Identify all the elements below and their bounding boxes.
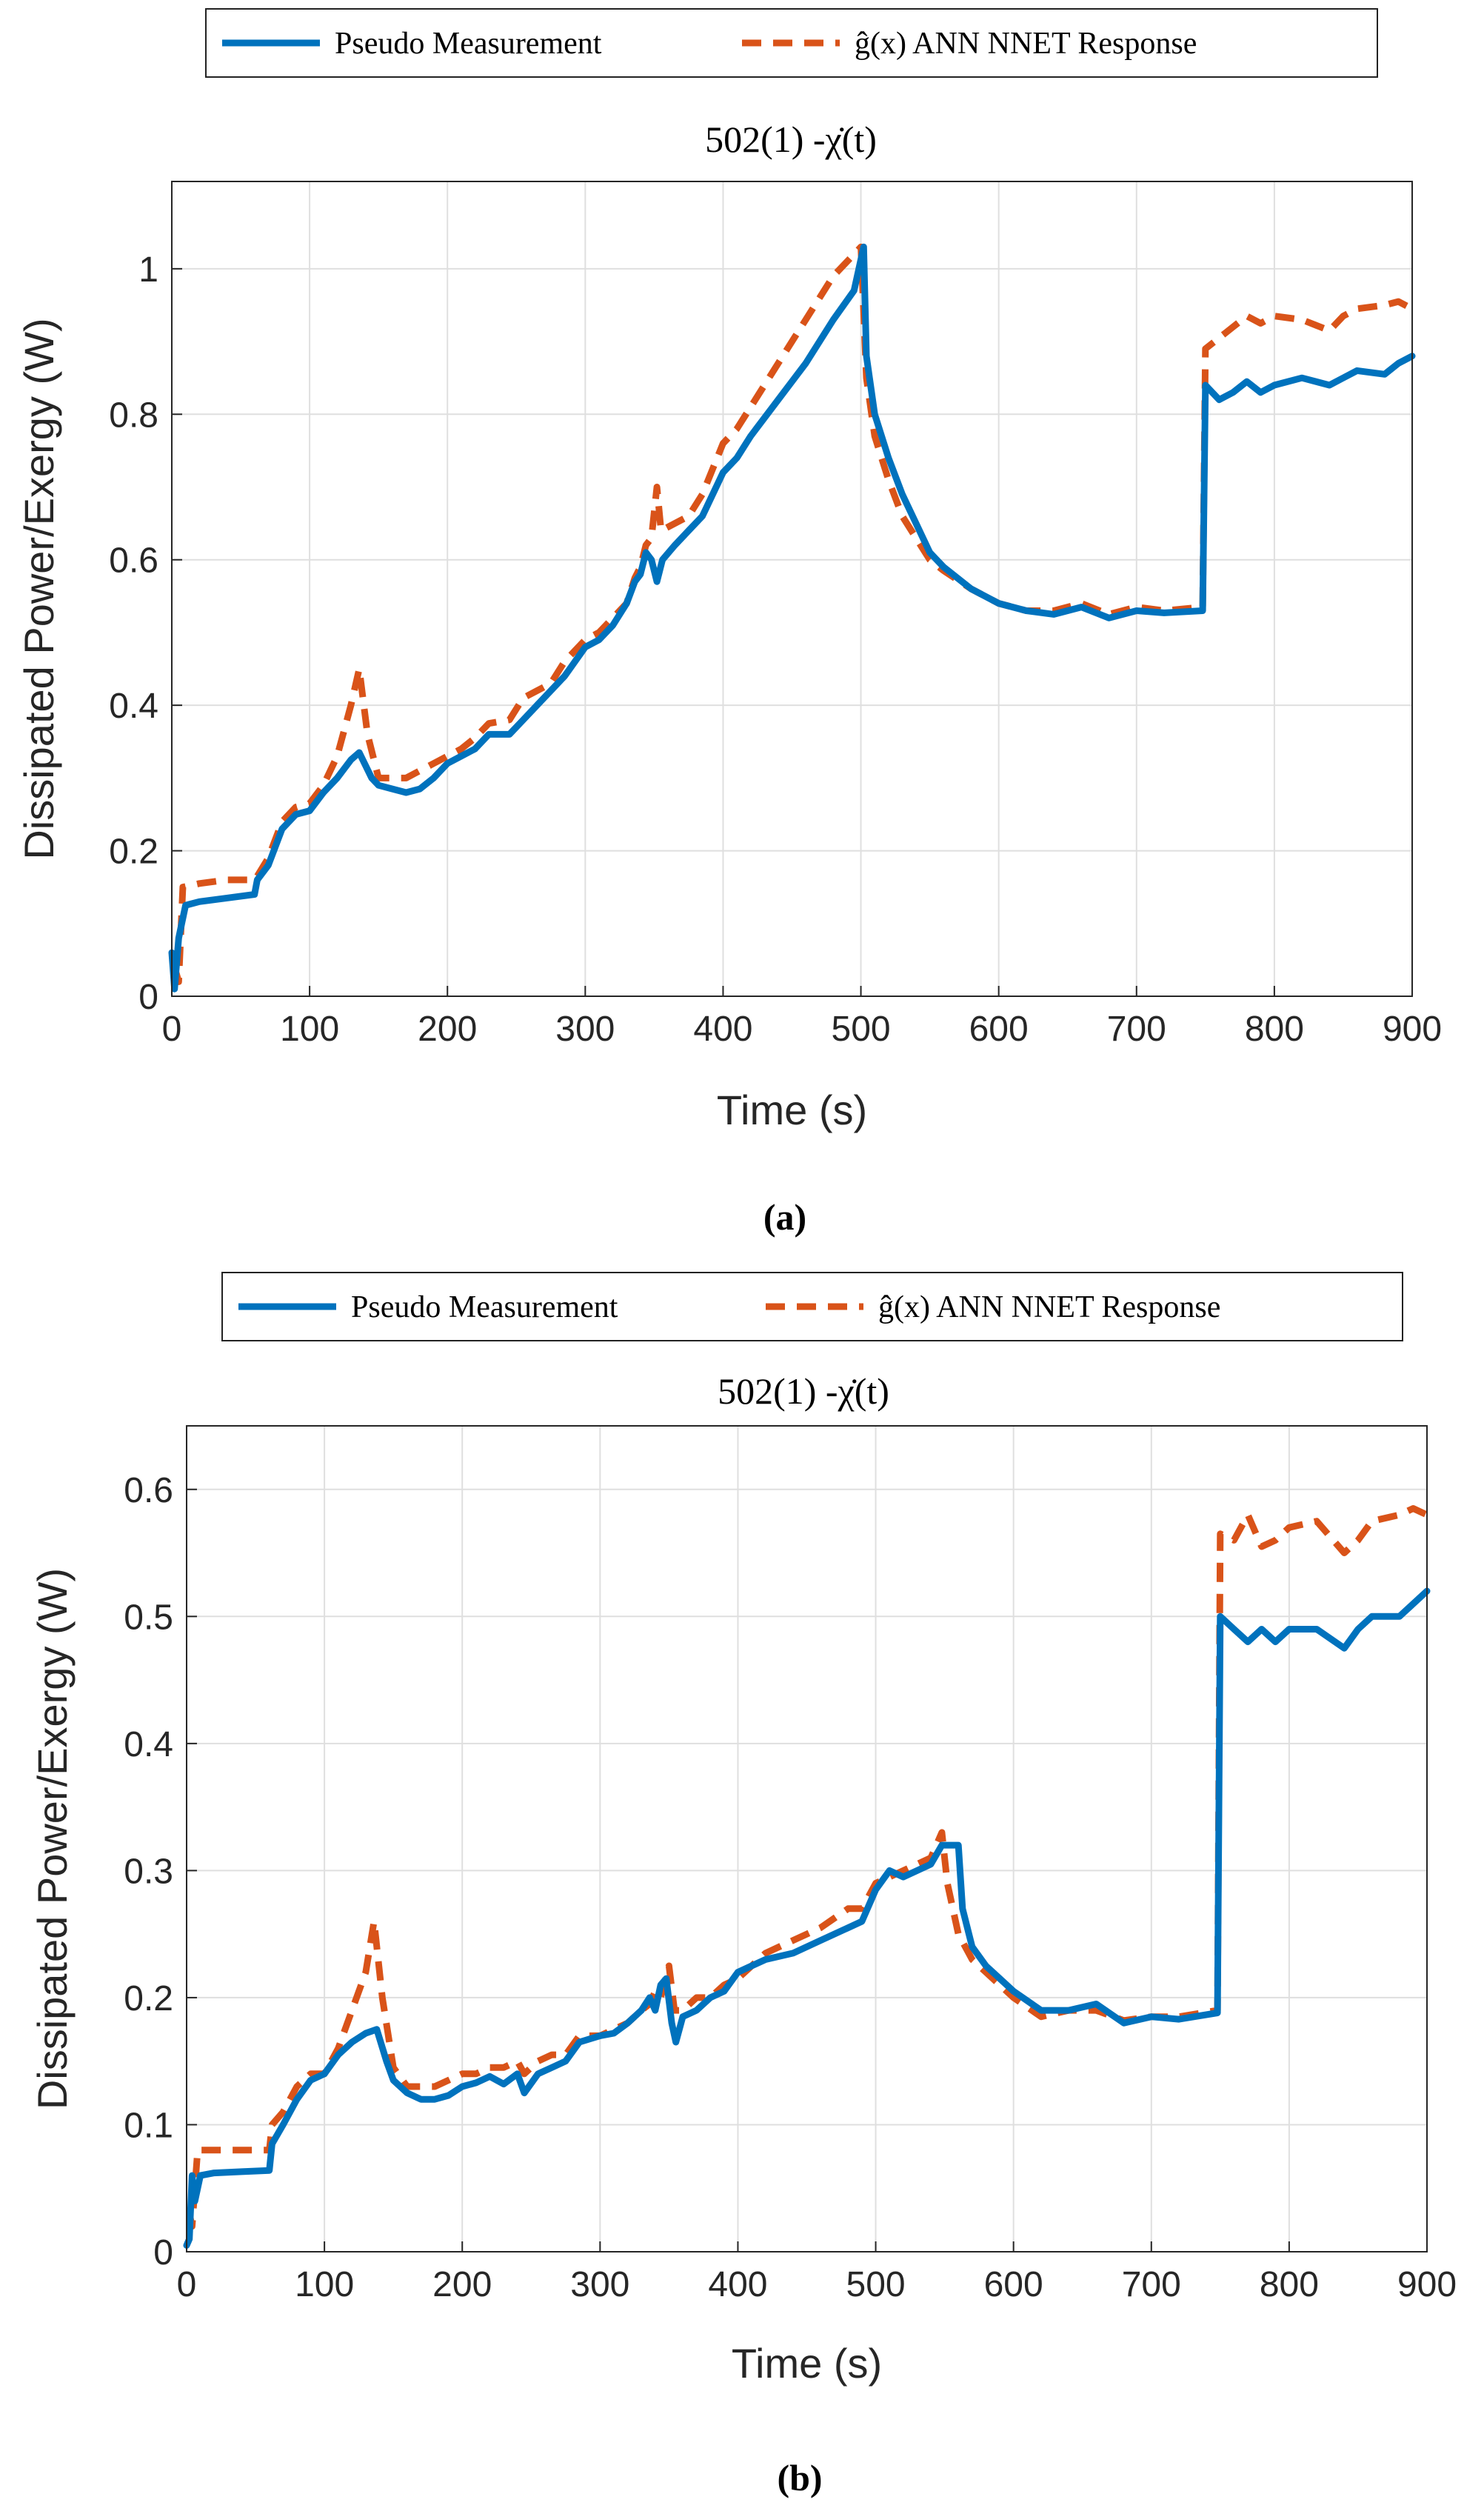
chart-a-y-tick-label: 0	[138, 978, 158, 1017]
chart-b-axes-background	[187, 1426, 1427, 2252]
chart-b-x-tick-label: 800	[1260, 2265, 1319, 2304]
chart-b-x-tick-label: 0	[177, 2265, 197, 2304]
legend-a: Pseudo Measurement ĝ(x) ANN NNET Respons…	[205, 8, 1378, 78]
chart-a-x-tick-label: 500	[832, 1010, 891, 1049]
chart-b-x-axis-label: Time (s)	[732, 2340, 882, 2387]
chart-a-y-tick-label: 0.2	[109, 833, 158, 872]
chart-a-y-axis-label: Dissipated Power/Exergy (W)	[16, 318, 62, 859]
panel-b: Pseudo Measurement ĝ(x) ANN NNET Respons…	[29, 1272, 1457, 2498]
chart-a-axes-background	[172, 181, 1412, 996]
legend-b-ann-label: ĝ(x) ANN NNET Response	[878, 1290, 1220, 1324]
chart-a-x-tick-label: 900	[1383, 1010, 1442, 1049]
legend-a-ann-label: ĝ(x) ANN NNET Response	[855, 27, 1197, 61]
chart-b-x-tick-label: 900	[1397, 2265, 1457, 2304]
chart-b-y-tick-label: 0.1	[124, 2106, 173, 2145]
chart-a-x-tick-label: 600	[969, 1010, 1029, 1049]
panel-b-label: (b)	[777, 2457, 822, 2498]
chart-a-x-tick-label: 100	[280, 1010, 339, 1049]
chart-b-y-tick-label: 0.5	[124, 1598, 173, 1637]
chart-b-y-tick-label: 0	[153, 2233, 173, 2272]
chart-a-x-tick-label: 400	[693, 1010, 752, 1049]
panel-a-label: (a)	[763, 1196, 806, 1238]
chart-a-y-tick-label: 0.6	[109, 541, 158, 581]
pseudo-measurement-line	[168, 243, 1416, 993]
chart-b-y-axis-label: Dissipated Power/Exergy (W)	[29, 1568, 76, 2110]
chart-b-y-tick-label: 0.6	[124, 1471, 173, 1510]
chart-a-x-tick-label: 800	[1245, 1010, 1304, 1049]
chart-b-y-tick-label: 0.3	[124, 1852, 173, 1891]
chart-a-axes-frame	[171, 181, 1413, 997]
chart-a-x-tick-label: 700	[1107, 1010, 1166, 1049]
chart-b-x-tick-label: 300	[570, 2265, 629, 2304]
chart-a-x-tick-label: 300	[555, 1010, 615, 1049]
chart-a-y-tick-label: 0.8	[109, 396, 158, 435]
chart-b-title: 502(1) -χ̇(t)	[718, 1370, 889, 1412]
chart-a-x-tick-label: 0	[162, 1010, 182, 1049]
legend-b-measurement-label: Pseudo Measurement	[351, 1290, 618, 1324]
panel-a: Pseudo Measurement ĝ(x) ANN NNET Respons…	[16, 8, 1442, 1238]
chart-a-x-axis-label: Time (s)	[717, 1087, 867, 1133]
ann-response-line	[171, 243, 1414, 985]
chart-a-title: 502(1) -χ̇(t)	[705, 119, 877, 160]
legend-a-measurement-label: Pseudo Measurement	[335, 27, 602, 61]
chart-b-x-tick-label: 200	[432, 2265, 492, 2304]
chart-a-y-tick-label: 0.4	[109, 687, 158, 726]
chart-b-x-tick-label: 600	[984, 2265, 1043, 2304]
chart-b-x-tick-label: 500	[846, 2265, 906, 2304]
chart-b-y-tick-label: 0.2	[124, 1979, 173, 2018]
chart-a-y-tick-label: 1	[138, 250, 158, 290]
chart-a-plot: 0 100 200 300 400 500 600 700 800 900 0 0.2 0.4 0.6 0.…	[16, 181, 1442, 1133]
chart-b-x-tick-label: 100	[295, 2265, 354, 2304]
chart-a-x-tick-label: 200	[418, 1010, 477, 1049]
chart-b-y-tick-label: 0.4	[124, 1725, 173, 1764]
chart-b-x-tick-label: 700	[1122, 2265, 1181, 2304]
pseudo-measurement-line	[183, 1587, 1431, 2249]
chart-b-plot: 0 100 200 300 400 500 600 700 800 900 0 0.1 0.2 0.3 0.…	[29, 1425, 1457, 2387]
chart-b-x-tick-label: 400	[708, 2265, 767, 2304]
chart-b-axes-frame	[186, 1425, 1428, 2252]
legend-b: Pseudo Measurement ĝ(x) ANN NNET Respons…	[221, 1272, 1403, 1341]
